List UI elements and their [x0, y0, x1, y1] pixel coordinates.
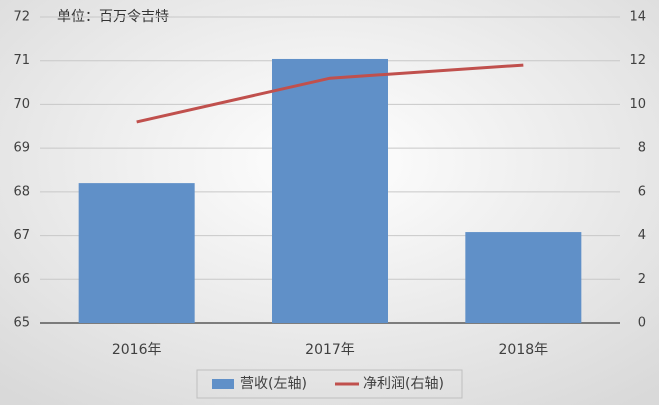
y2-tick-label: 10 [629, 97, 646, 112]
y-tick-label: 68 [13, 184, 30, 199]
legend-box [196, 369, 463, 399]
y-tick-label: 67 [13, 228, 30, 243]
y2-tick-label: 8 [638, 141, 646, 156]
x-tick-label: 2018年 [499, 342, 549, 358]
y-tick-label: 71 [13, 53, 30, 68]
y2-tick-label: 12 [629, 53, 646, 68]
legend-label: 营收(左轴) [240, 376, 307, 392]
y2-tick-label: 6 [638, 184, 646, 199]
y2-tick-label: 4 [638, 228, 646, 243]
y-tick-label: 69 [13, 141, 30, 156]
y-tick-label: 72 [13, 10, 30, 25]
y-tick-label: 70 [13, 97, 30, 112]
y-tick-label: 65 [13, 316, 30, 331]
legend-label: 净利润(右轴) [363, 376, 444, 392]
line [136, 63, 524, 124]
y2-tick-label: 14 [629, 10, 646, 25]
x-tick-label: 2016年 [112, 342, 162, 358]
bar [465, 232, 582, 323]
y2-tick-label: 2 [638, 272, 646, 287]
y2-tick-label: 0 [638, 316, 646, 331]
bar [78, 183, 195, 323]
x-tick-label: 2017年 [305, 342, 355, 358]
bar [272, 58, 388, 324]
y-tick-label: 66 [13, 272, 30, 287]
legend-swatch [212, 379, 234, 389]
